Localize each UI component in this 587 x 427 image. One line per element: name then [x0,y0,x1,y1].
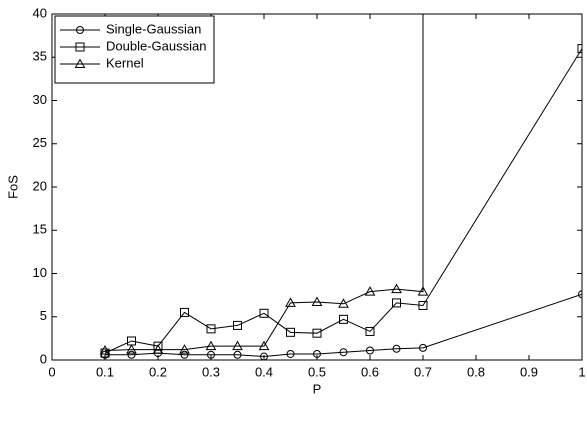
x-tick-label: 0.2 [149,364,167,379]
marker [75,42,85,52]
marker [258,340,270,351]
y-tick-label: 35 [33,49,47,64]
legend-label: Kernel [106,55,144,70]
marker [286,349,295,358]
y-tick-label: 40 [33,5,47,20]
x-tick-label: 0.1 [96,364,114,379]
x-tick-label: 0.5 [308,364,326,379]
marker [127,350,136,359]
x-tick-label: 0.8 [467,364,485,379]
x-tick-label: 0.3 [202,364,220,379]
marker [99,344,111,355]
marker [392,298,401,308]
marker [313,349,321,358]
marker [365,326,375,336]
marker [339,348,348,357]
marker [180,350,189,359]
marker [577,44,582,54]
plot-layer [99,14,582,360]
marker [311,296,323,307]
marker [180,307,189,317]
marker [233,350,242,359]
marker [205,340,217,351]
marker [338,298,349,308]
marker [578,290,582,299]
marker [74,58,86,68]
y-tick-label: 0 [40,351,47,366]
marker [392,344,401,353]
x-tick-label: 1 [578,364,585,379]
marker [312,328,322,338]
marker [339,314,348,324]
y-tick-label: 10 [33,265,47,280]
marker [207,350,215,359]
marker [233,320,242,330]
marker [153,341,163,351]
legend-label: Single-Gaussian [106,21,201,36]
series-line [104,48,582,354]
x-tick-label: 0.6 [361,364,379,379]
marker [419,343,427,352]
x-tick-label: 0.9 [520,364,538,379]
x-tick-label: 0.4 [255,364,273,379]
y-tick-label: 30 [33,92,47,107]
marker [286,327,295,337]
y-tick-label: 25 [33,135,47,150]
y-axis-label: FoS [5,175,20,199]
y-tick-label: 20 [33,178,47,193]
marker [259,308,269,318]
marker [152,344,164,354]
marker [417,286,429,296]
series-line [104,14,424,351]
marker [364,286,376,296]
x-tick-label: 0 [48,364,55,379]
x-tick-label: 0.7 [414,364,432,379]
legend-label: Double-Gaussian [106,38,206,53]
y-tick-label: 5 [40,308,47,323]
marker [391,283,402,294]
marker [232,340,243,351]
marker [76,26,84,34]
marker [366,346,374,355]
x-axis-label: P [313,381,322,396]
marker [418,301,428,311]
y-tick-label: 15 [33,222,47,237]
marker [285,297,296,307]
marker [179,344,190,354]
marker [126,344,137,354]
marker [206,324,216,334]
marker [260,352,268,360]
